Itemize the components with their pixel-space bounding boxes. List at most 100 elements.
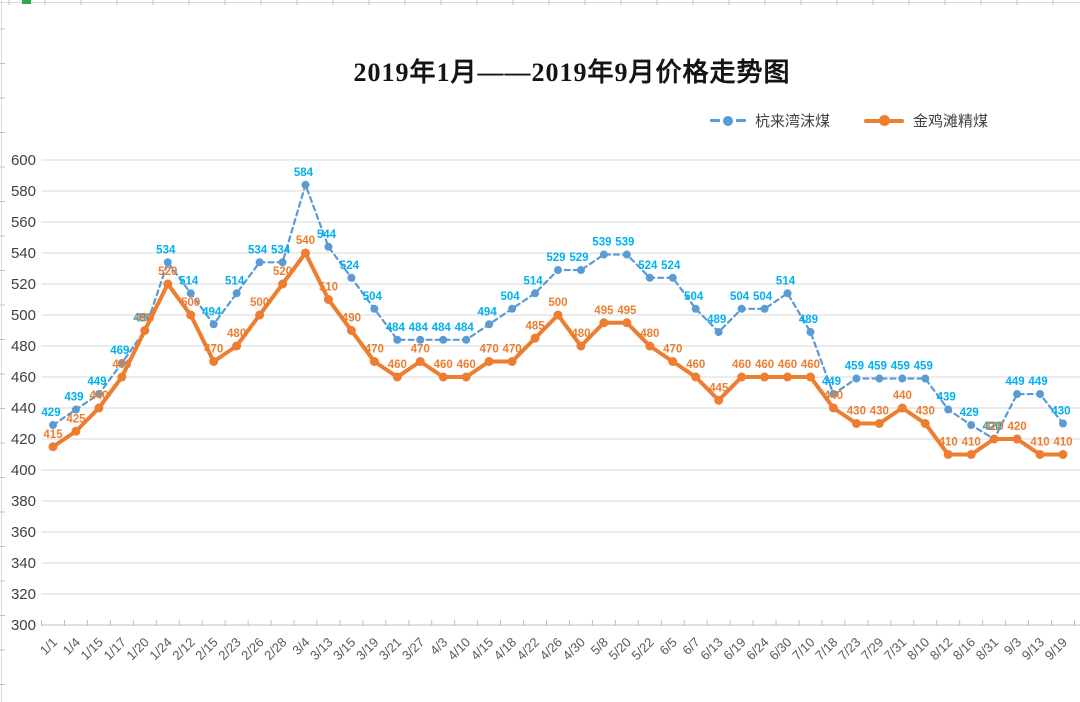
svg-text:5/22: 5/22 [628, 635, 657, 664]
svg-text:420: 420 [983, 421, 1002, 433]
data-point-marker [300, 248, 310, 258]
svg-text:420: 420 [11, 431, 36, 448]
svg-text:484: 484 [409, 322, 429, 334]
svg-text:490: 490 [135, 313, 154, 325]
svg-text:420: 420 [1007, 421, 1026, 433]
svg-text:480: 480 [11, 338, 36, 355]
svg-text:459: 459 [891, 361, 910, 373]
svg-text:470: 470 [502, 344, 521, 356]
data-point-marker [1036, 390, 1045, 399]
data-point-marker [921, 374, 930, 383]
svg-text:430: 430 [870, 406, 889, 418]
svg-text:3/21: 3/21 [376, 635, 405, 664]
data-point-marker [944, 405, 953, 414]
svg-text:439: 439 [64, 392, 83, 404]
svg-text:415: 415 [43, 429, 63, 441]
svg-text:300: 300 [11, 617, 36, 634]
svg-text:495: 495 [594, 305, 614, 317]
data-point-marker [874, 419, 884, 428]
svg-text:410: 410 [1030, 437, 1049, 449]
svg-text:9/13: 9/13 [1019, 635, 1048, 664]
svg-text:524: 524 [661, 260, 681, 272]
svg-text:3/13: 3/13 [307, 635, 336, 664]
svg-text:9/19: 9/19 [1042, 635, 1071, 664]
svg-text:449: 449 [1005, 376, 1024, 388]
svg-text:410: 410 [1053, 437, 1072, 449]
svg-text:429: 429 [960, 407, 979, 419]
data-point-marker [737, 372, 747, 382]
svg-text:2/12: 2/12 [169, 635, 198, 664]
data-point-marker [209, 357, 219, 366]
svg-text:534: 534 [156, 244, 176, 256]
svg-text:440: 440 [893, 390, 912, 402]
svg-text:410: 410 [962, 437, 981, 449]
data-point-marker [1058, 450, 1068, 459]
legend-item-hanglaiwan-coal[interactable]: 杭来湾沫煤 [709, 110, 830, 131]
data-point-marker [370, 304, 379, 313]
data-point-marker [71, 405, 80, 414]
data-point-marker [851, 419, 861, 428]
data-point-marker [232, 341, 242, 351]
dashed-line-marker-icon [709, 115, 746, 126]
series-jinjitan-coal: 4154254404604905205004704805005205405104… [43, 235, 1073, 459]
data-point-marker [989, 434, 999, 444]
svg-text:470: 470 [411, 344, 430, 356]
data-point-marker [462, 335, 471, 344]
data-point-marker [806, 328, 815, 337]
data-point-marker [324, 242, 333, 251]
gridlines [41, 159, 1080, 595]
data-point-marker [484, 357, 494, 366]
data-point-marker [645, 273, 654, 282]
active-cell-accent [22, 0, 31, 4]
svg-text:7/18: 7/18 [812, 635, 841, 664]
data-point-marker [622, 318, 632, 328]
data-point-marker [668, 273, 677, 282]
svg-text:490: 490 [342, 313, 361, 325]
data-point-marker [1035, 450, 1045, 459]
data-point-marker [599, 250, 608, 259]
data-point-marker [163, 258, 172, 267]
data-point-marker [1013, 390, 1022, 399]
legend-item-jinjitan-coal[interactable]: 金鸡滩精煤 [863, 110, 988, 131]
data-point-marker [369, 357, 379, 366]
svg-text:460: 460 [755, 359, 774, 371]
svg-text:470: 470 [480, 344, 499, 356]
data-point-marker [438, 372, 448, 382]
svg-text:7/10: 7/10 [789, 635, 818, 664]
data-point-marker [508, 304, 517, 313]
svg-text:484: 484 [455, 322, 475, 334]
svg-text:1/1: 1/1 [37, 635, 60, 658]
x-axis [41, 620, 1080, 626]
data-point-marker [599, 318, 609, 328]
data-point-marker [668, 357, 678, 366]
chart-legend: 杭来湾沫煤 金鸡滩精煤 [0, 110, 1080, 131]
svg-text:540: 540 [11, 245, 36, 262]
svg-text:520: 520 [273, 266, 292, 278]
svg-text:8/10: 8/10 [904, 635, 933, 664]
svg-text:2/23: 2/23 [215, 635, 244, 664]
data-point-marker [255, 258, 264, 267]
data-point-marker [737, 304, 746, 313]
svg-text:440: 440 [89, 390, 108, 402]
svg-text:7/23: 7/23 [835, 635, 864, 664]
data-point-marker [783, 289, 792, 298]
y-axis-labels: 300 320 340 360 380 400 420 440 460 480 500 520 540 5… [11, 152, 36, 634]
svg-text:7/29: 7/29 [858, 635, 887, 664]
data-point-marker [49, 421, 57, 430]
svg-text:1/17: 1/17 [100, 635, 129, 664]
svg-text:459: 459 [845, 361, 864, 373]
data-labels: 4154254404604905205004704805005205405104… [43, 235, 1072, 449]
data-point-marker [714, 328, 723, 337]
svg-text:5/20: 5/20 [605, 635, 634, 664]
svg-text:460: 460 [778, 359, 797, 371]
data-point-marker [140, 326, 150, 335]
data-point-marker [691, 372, 701, 382]
svg-text:440: 440 [11, 400, 36, 417]
data-point-marker [346, 326, 356, 335]
svg-text:504: 504 [684, 291, 704, 303]
svg-text:380: 380 [11, 493, 36, 510]
solid-line-marker-icon [863, 115, 904, 126]
